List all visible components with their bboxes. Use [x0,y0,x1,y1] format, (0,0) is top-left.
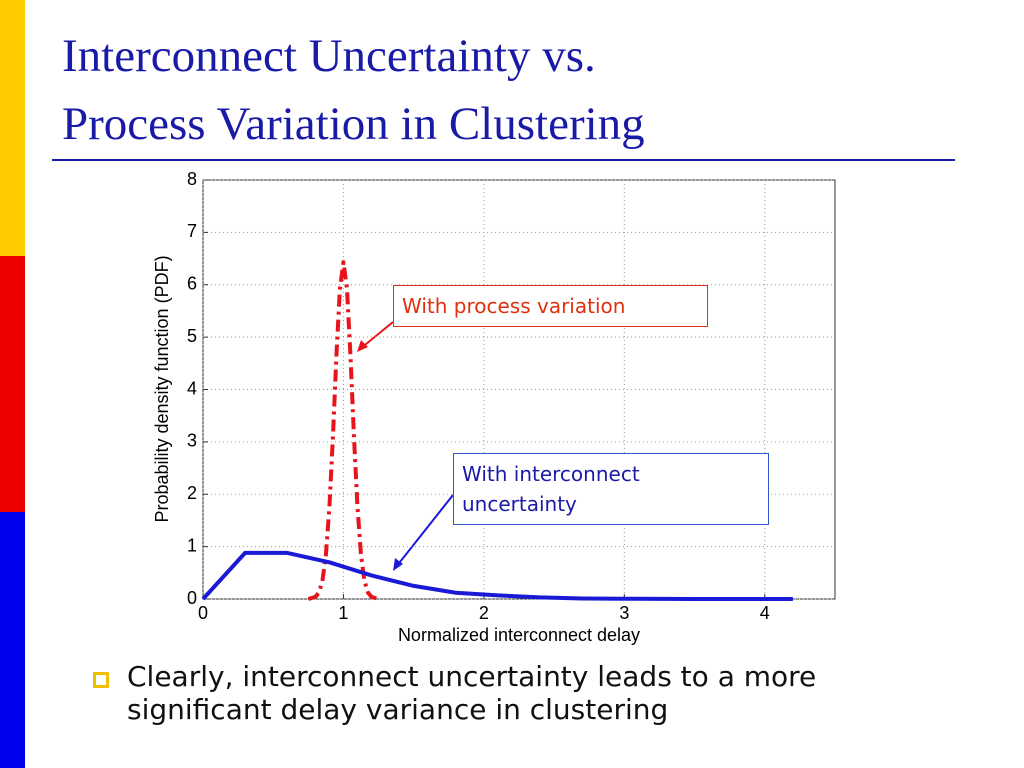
y-tick-label: 6 [187,274,197,294]
y-tick-label: 3 [187,431,197,451]
bullet-text: Clearly, interconnect uncertainty leads … [127,660,817,726]
annotation-arrow [395,494,454,568]
arrow-head [393,558,403,571]
title-line: Interconnect Uncertainty vs. [62,30,596,82]
side-bar [0,512,25,768]
arrow-head [357,340,368,352]
data-line [201,550,793,601]
x-tick-label: 1 [338,603,348,623]
x-tick-label: 3 [619,603,629,623]
y-tick-label: 2 [187,483,197,503]
side-bar [0,256,25,512]
x-tick-label: 0 [198,603,208,623]
y-tick-label: 1 [187,535,197,555]
y-tick-label: 8 [187,169,197,189]
slide-title: Interconnect Uncertainty vs. Process Var… [62,22,645,158]
data-line [307,260,380,601]
y-axis-label: Probability density function (PDF) [152,255,172,522]
bullet-marker [93,672,109,688]
x-tick-label: 4 [760,603,770,623]
x-axis-label: Normalized interconnect delay [398,625,640,645]
y-tick-label: 7 [187,221,197,241]
y-tick-label: 5 [187,326,197,346]
y-tick-label: 4 [187,378,197,398]
y-tick-label: 0 [187,588,197,608]
annotation: With interconnect uncertainty [453,453,769,525]
title-line: Process Variation in Clustering [62,98,645,150]
side-bar [0,0,25,256]
x-tick-label: 2 [479,603,489,623]
annotation: With process variation [393,285,708,327]
